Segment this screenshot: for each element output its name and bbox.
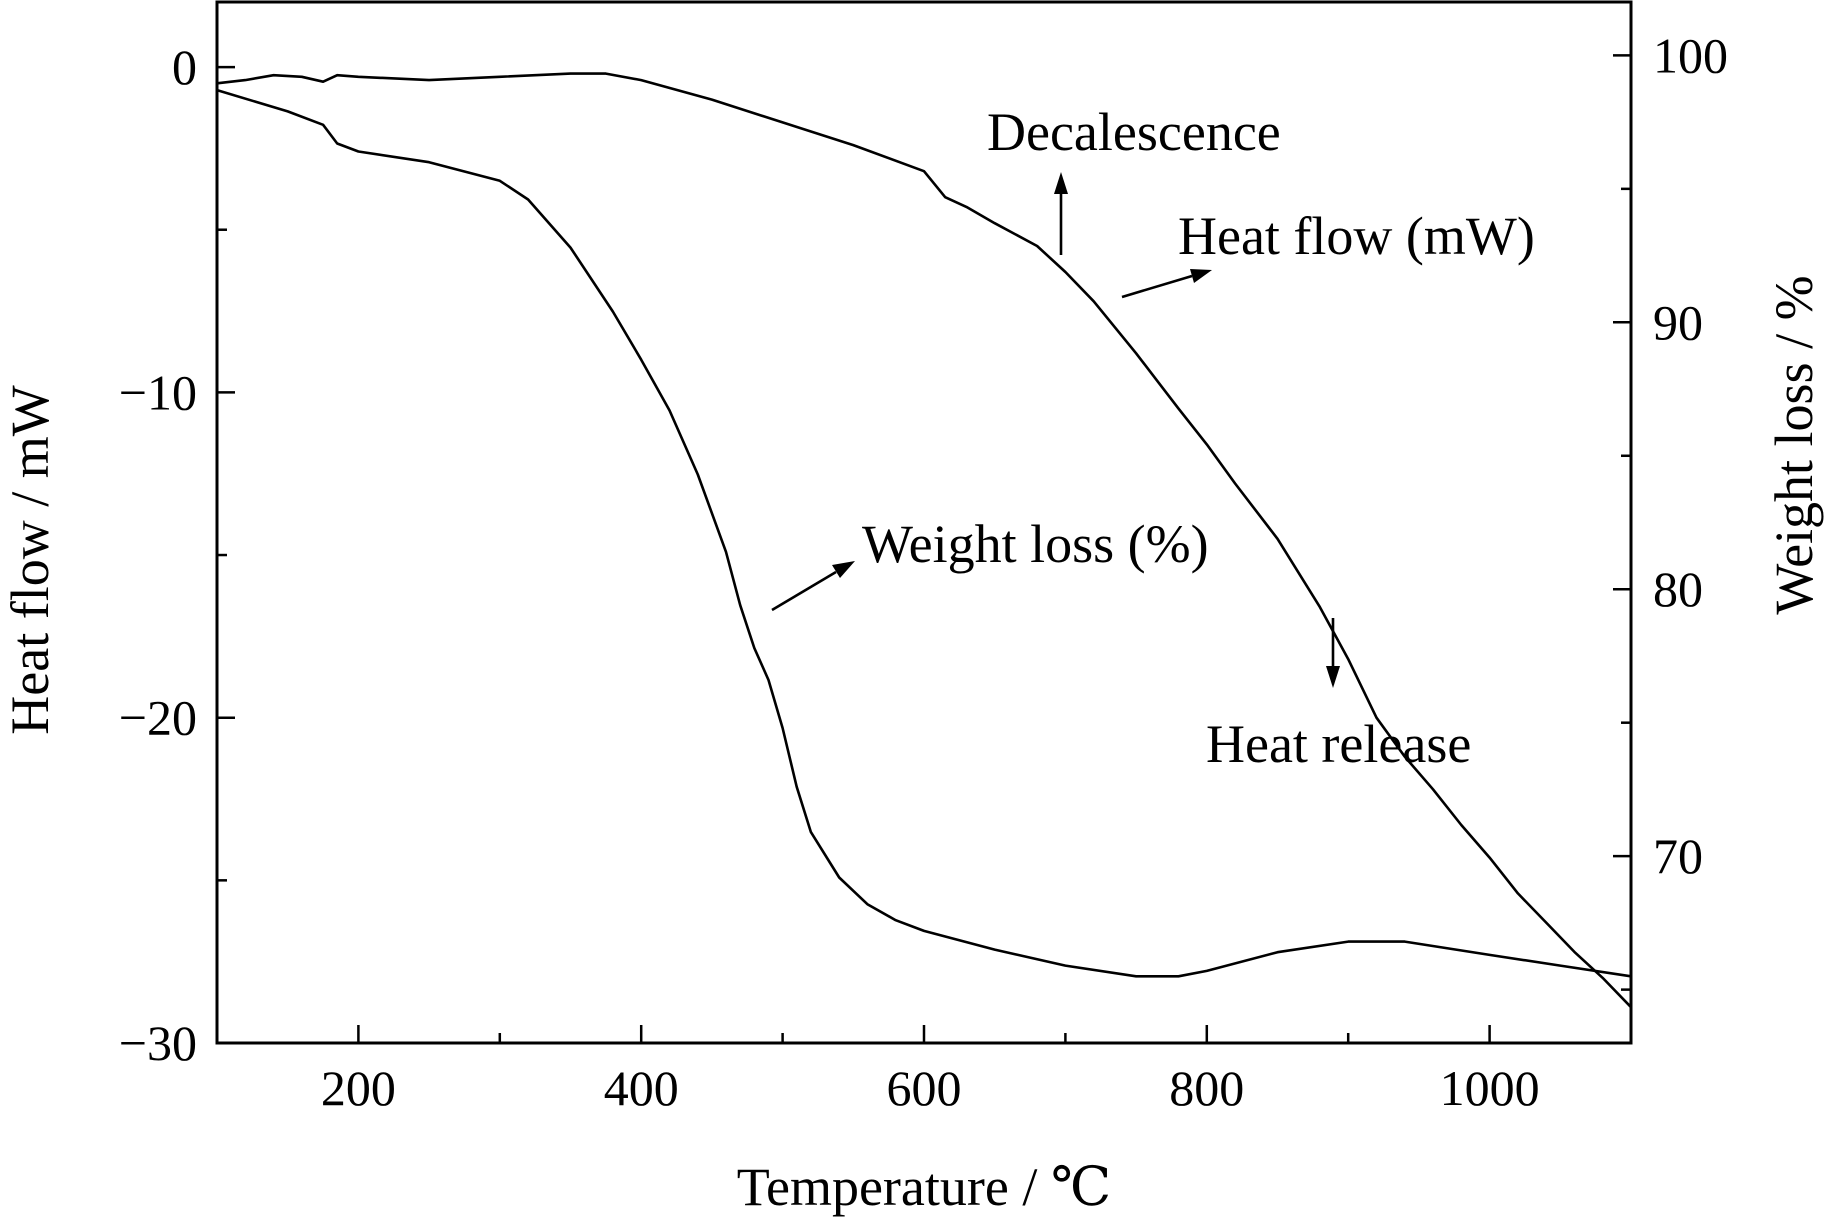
y-left-tick-label: 0	[172, 39, 197, 95]
y-left-tick-label: −10	[119, 364, 197, 420]
arrow-weight-loss-head	[832, 561, 855, 578]
heat-flow-curve	[216, 72, 1632, 1009]
plot-frame	[215, 0, 1633, 1045]
y-right-tick-label: 80	[1653, 561, 1703, 617]
x-tick-label: 1000	[1440, 1060, 1540, 1116]
x-axis-title: Temperature / ℃	[737, 1157, 1111, 1217]
y-left-axis-title: Heat flow / mW	[0, 385, 60, 734]
annotation-heat-flow: Heat flow (mW)	[1178, 206, 1535, 266]
annotation-decalescence: Decalescence	[987, 102, 1281, 162]
annotation-weight-loss: Weight loss (%)	[862, 514, 1209, 574]
x-tick-label: 400	[604, 1060, 679, 1116]
x-tick-label: 200	[321, 1060, 396, 1116]
y-right-tick-label: 100	[1653, 27, 1728, 83]
arrow-decalescence-head	[1054, 172, 1068, 194]
x-tick-label: 600	[887, 1060, 962, 1116]
arrow-heat-release-head	[1326, 666, 1340, 688]
curves	[216, 72, 1632, 1009]
weight-loss-curve	[216, 88, 1632, 978]
x-tick-label: 800	[1169, 1060, 1244, 1116]
y-right-axis-title: Weight loss / %	[1764, 275, 1824, 614]
tick-labels: 200 400 600 800 1000 0 −10 −20 −30 100 90 80 70	[119, 27, 1728, 1116]
annotation-heat-release: Heat release	[1206, 714, 1471, 774]
arrow-heat-flow	[1121, 274, 1193, 299]
y-right-tick-label: 70	[1653, 828, 1703, 884]
y-right-tick-label: 90	[1653, 294, 1703, 350]
arrow-heat-flow-head	[1190, 269, 1212, 283]
y-left-tick-label: −30	[119, 1015, 197, 1071]
arrow-weight-loss	[771, 570, 837, 612]
y-left-tick-label: −20	[119, 690, 197, 746]
